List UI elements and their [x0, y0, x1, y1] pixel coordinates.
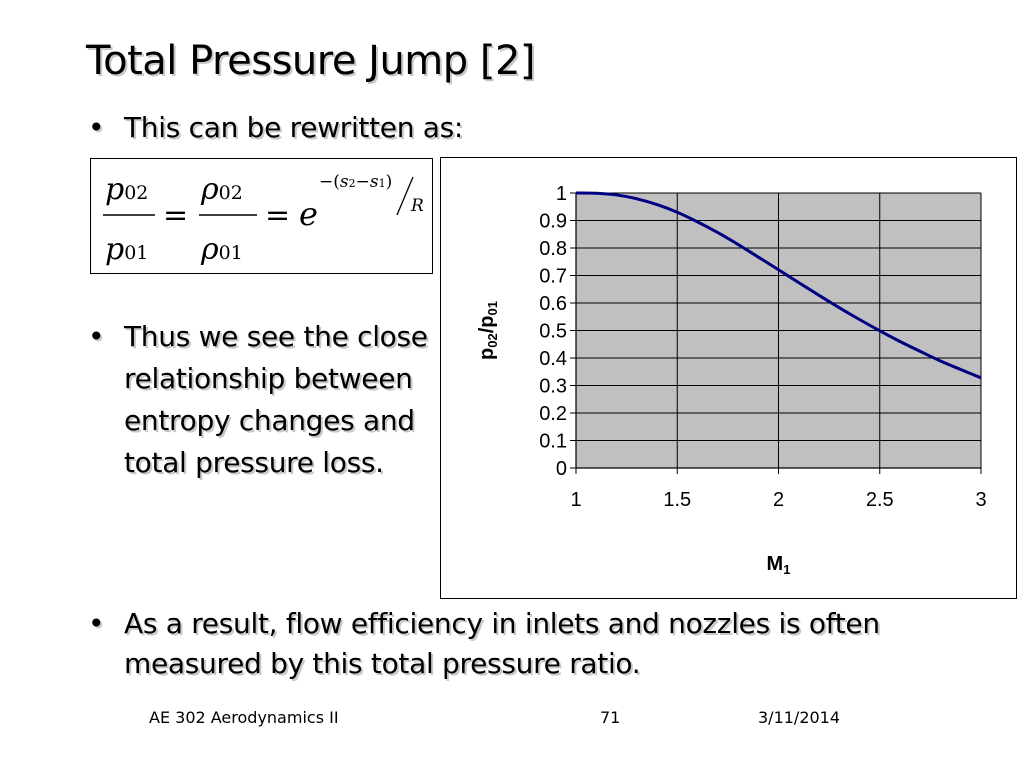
slide-title: Total Pressure Jump [2] — [86, 38, 536, 84]
x-axis-title: M1 — [767, 553, 791, 577]
eq-mid-num: ρ02 — [200, 172, 243, 207]
x-tick-label: 3 — [975, 489, 986, 511]
y-tick-label: 0.1 — [539, 431, 567, 453]
x-tick-label: 2 — [773, 489, 784, 511]
eq-equals-2: = — [265, 198, 290, 233]
equation-svg: p02 p01 = ρ02 ρ01 = e −(s2−s1) R — [103, 172, 424, 267]
y-tick-label: 0.2 — [539, 403, 567, 425]
x-tick-label: 1.5 — [663, 489, 691, 511]
footer-page-number: 71 — [600, 708, 621, 727]
eq-lhs-num: p02 — [105, 172, 148, 207]
y-tick-label: 0.3 — [539, 376, 567, 398]
bullet-2-text: Thus we see the close relationship betwe… — [124, 320, 428, 479]
footer-course: AE 302 Aerodynamics II — [149, 708, 339, 727]
eq-equals-1: = — [163, 198, 188, 233]
bullet-3: • As a result, flow efficiency in inlets… — [88, 604, 984, 684]
bullet-1: • This can be rewritten as: — [88, 107, 464, 149]
eq-base-e: e — [299, 195, 318, 233]
y-tick-label: 0.4 — [539, 348, 567, 370]
eq-mid-den: ρ01 — [200, 232, 243, 267]
x-tick-label: 2.5 — [866, 489, 894, 511]
y-tick-label: 0.9 — [539, 211, 567, 233]
bullet-marker: • — [88, 607, 105, 640]
y-tick-label: 0.5 — [539, 321, 567, 343]
x-tick-label: 1 — [570, 489, 581, 511]
y-tick-label: 0.8 — [539, 238, 567, 260]
chart-frame: 0 0.1 0.2 0.3 0.4 0.5 0.6 0.7 0.8 0.9 1 1 1.5 2 2.5 3 M… — [440, 157, 1017, 599]
eq-lhs-den: p01 — [105, 232, 148, 267]
footer-date: 3/11/2014 — [758, 708, 841, 727]
eq-exponent: −(s2−s1) — [319, 172, 392, 192]
bullet-1-text: This can be rewritten as: — [124, 111, 464, 144]
bullet-3-text: As a result, flow efficiency in inlets a… — [124, 607, 880, 680]
y-axis-title: p02/p01 — [476, 301, 500, 360]
bullet-2: • Thus we see the close relationship bet… — [88, 316, 444, 484]
y-tick-label: 1 — [556, 183, 567, 205]
equation-box: p02 p01 = ρ02 ρ01 = e −(s2−s1) R — [90, 158, 433, 274]
y-tick-label: 0.7 — [539, 266, 567, 288]
chart: 0 0.1 0.2 0.3 0.4 0.5 0.6 0.7 0.8 0.9 1 1 1.5 2 2.5 3 M… — [476, 183, 987, 577]
series-line — [575, 191, 982, 380]
y-tick-label: 0 — [556, 458, 567, 480]
eq-exponent-slash — [396, 176, 414, 216]
bullet-marker: • — [88, 111, 105, 144]
y-tick-label: 0.6 — [539, 293, 567, 315]
eq-exponent-R: R — [410, 196, 424, 216]
bullet-marker: • — [88, 320, 105, 353]
